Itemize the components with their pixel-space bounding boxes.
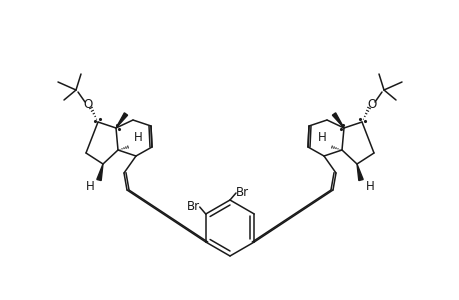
Text: O: O <box>83 98 92 110</box>
Text: H: H <box>365 179 374 193</box>
Polygon shape <box>356 164 363 181</box>
Text: H: H <box>317 130 326 143</box>
Text: H: H <box>85 179 94 193</box>
Polygon shape <box>116 113 127 128</box>
Polygon shape <box>332 113 343 128</box>
Polygon shape <box>96 164 103 181</box>
Text: H: H <box>133 130 142 143</box>
Text: Br: Br <box>187 200 200 212</box>
Text: O: O <box>367 98 376 110</box>
Text: Br: Br <box>235 185 248 199</box>
